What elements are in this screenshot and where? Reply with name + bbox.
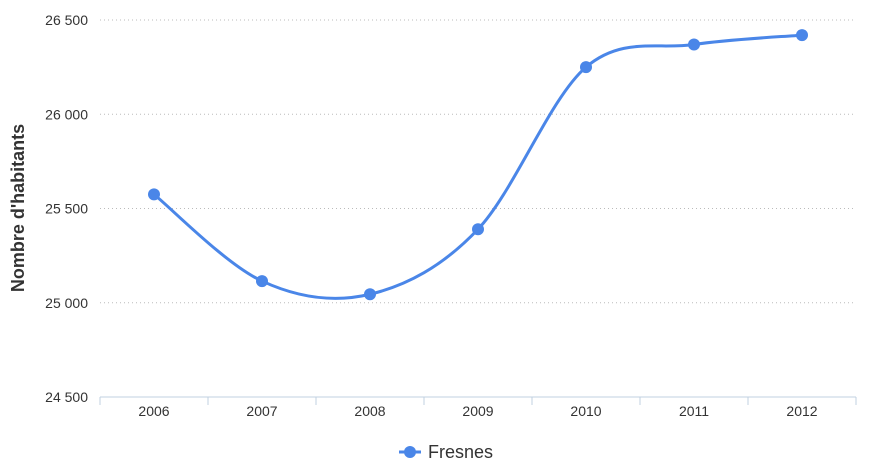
series-line-fresnes bbox=[152, 33, 804, 300]
y-tick-label: 25 500 bbox=[45, 201, 88, 217]
x-tick-label: 2008 bbox=[354, 403, 385, 419]
x-tick-label: 2009 bbox=[462, 403, 493, 419]
data-point[interactable] bbox=[688, 38, 700, 51]
legend-marker-icon bbox=[404, 446, 416, 458]
data-point[interactable] bbox=[364, 288, 376, 301]
data-point[interactable] bbox=[580, 61, 592, 74]
y-tick-label: 26 000 bbox=[45, 106, 88, 122]
data-point[interactable] bbox=[472, 223, 484, 236]
x-tick-label: 2012 bbox=[786, 403, 817, 419]
x-tick-label: 2010 bbox=[570, 403, 601, 419]
x-tick-label: 2011 bbox=[679, 403, 709, 419]
y-tick-label: 25 000 bbox=[45, 295, 88, 311]
grid-lines bbox=[100, 19, 856, 304]
x-axis bbox=[99, 396, 857, 405]
data-point[interactable] bbox=[148, 188, 160, 201]
legend-item-fresnes[interactable]: Fresnes bbox=[399, 442, 493, 462]
x-tick-label: 2006 bbox=[138, 403, 169, 419]
data-point[interactable] bbox=[796, 29, 808, 42]
data-point[interactable] bbox=[256, 275, 268, 288]
series-lines bbox=[152, 33, 804, 300]
y-axis-title: Nombre d'habitants bbox=[8, 124, 28, 292]
y-tick-label: 26 500 bbox=[45, 12, 88, 28]
x-axis-ticks: 2006 2007 2008 2009 2010 2011 2012 bbox=[138, 403, 817, 419]
data-points bbox=[148, 29, 808, 301]
y-tick-label: 24 500 bbox=[45, 389, 88, 405]
x-tick-label: 2007 bbox=[246, 403, 277, 419]
legend[interactable]: Fresnes bbox=[399, 442, 493, 462]
y-axis-ticks: 24 500 25 000 25 500 26 000 26 500 bbox=[45, 12, 88, 405]
legend-label: Fresnes bbox=[428, 442, 493, 462]
